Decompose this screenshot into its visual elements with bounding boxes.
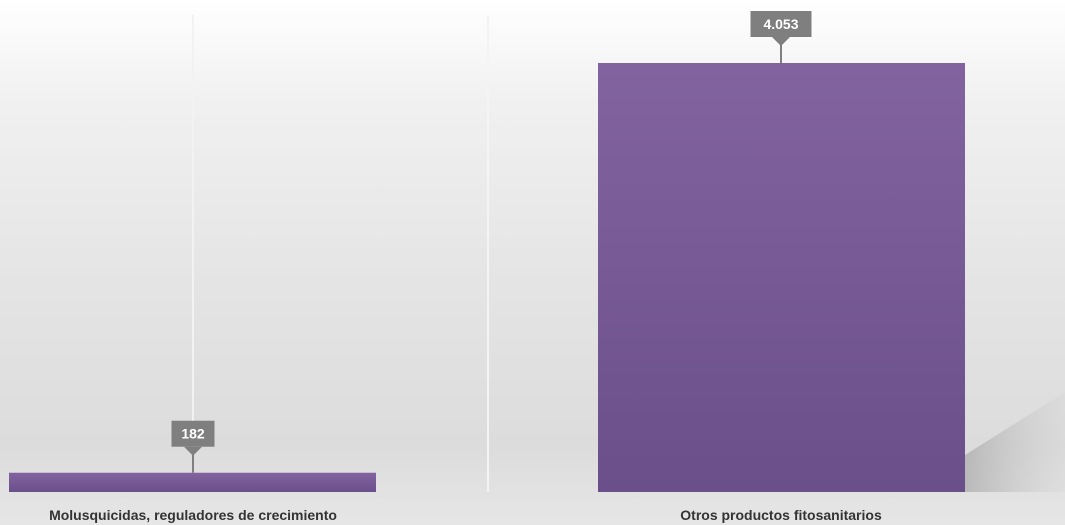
- value-label-pointer-1: [772, 37, 790, 46]
- bar-shadow: [965, 392, 1065, 492]
- value-label-pointer-0: [184, 446, 202, 456]
- category-label-0: Molusquicidas, reguladores de crecimient…: [49, 507, 337, 523]
- category-label-1: Otros productos fitosanitarios: [680, 507, 882, 523]
- value-label-box-0: [171, 420, 215, 447]
- value-label-0: 182: [181, 426, 205, 442]
- value-label-1: 4.053: [763, 16, 798, 32]
- value-label-box-1: [750, 11, 812, 37]
- bar-0: [9, 472, 376, 492]
- bar-1: [598, 63, 965, 492]
